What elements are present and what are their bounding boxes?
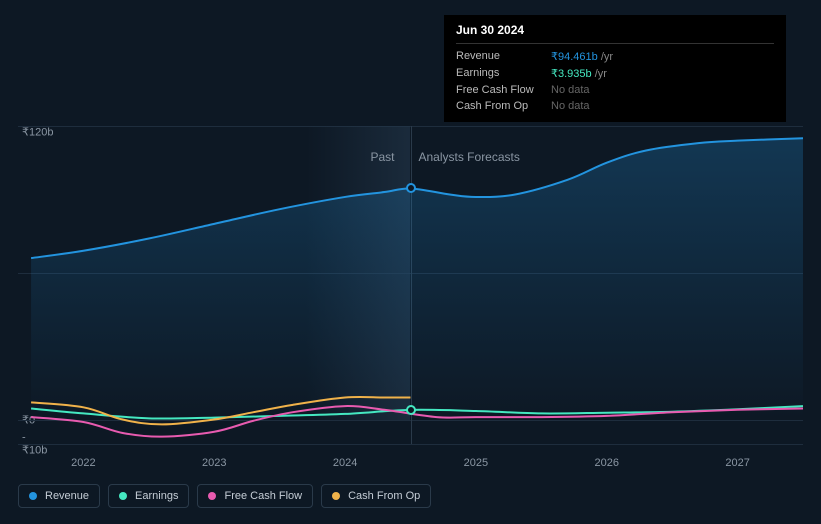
tooltip-row: Cash From OpNo data: [456, 98, 774, 114]
legend-dot-icon: [119, 492, 127, 500]
legend-item-revenue[interactable]: Revenue: [18, 484, 100, 508]
legend-label: Cash From Op: [348, 490, 420, 502]
tooltip-row: Free Cash FlowNo data: [456, 82, 774, 98]
legend-dot-icon: [29, 492, 37, 500]
tooltip-rows: Revenue₹94.461b /yrEarnings₹3.935b /yrFr…: [456, 48, 774, 114]
legend-item-cash-from-op[interactable]: Cash From Op: [321, 484, 431, 508]
tooltip-metric-label: Earnings: [456, 67, 551, 80]
marker-revenue: [406, 183, 416, 193]
legend-label: Revenue: [45, 490, 89, 502]
tooltip-row: Earnings₹3.935b /yr: [456, 65, 774, 82]
tooltip-row: Revenue₹94.461b /yr: [456, 48, 774, 65]
tooltip-metric-value: No data: [551, 100, 590, 112]
chart-tooltip: Jun 30 2024 Revenue₹94.461b /yrEarnings₹…: [444, 15, 786, 122]
legend-label: Earnings: [135, 490, 178, 502]
tooltip-metric-value: ₹94.461b /yr: [551, 50, 613, 63]
legend: Revenue Earnings Free Cash Flow Cash From O…: [18, 484, 431, 508]
tooltip-date: Jun 30 2024: [456, 23, 774, 44]
legend-item-free-cash-flow[interactable]: Free Cash Flow: [197, 484, 313, 508]
tooltip-metric-label: Cash From Op: [456, 100, 551, 112]
legend-dot-icon: [332, 492, 340, 500]
area-revenue: [31, 138, 803, 419]
legend-item-earnings[interactable]: Earnings: [108, 484, 189, 508]
tooltip-metric-label: Free Cash Flow: [456, 84, 551, 96]
marker-earnings: [406, 405, 416, 415]
tooltip-metric-value: ₹3.935b /yr: [551, 67, 607, 80]
legend-dot-icon: [208, 492, 216, 500]
legend-label: Free Cash Flow: [224, 490, 302, 502]
tooltip-metric-value: No data: [551, 84, 590, 96]
tooltip-metric-label: Revenue: [456, 50, 551, 63]
